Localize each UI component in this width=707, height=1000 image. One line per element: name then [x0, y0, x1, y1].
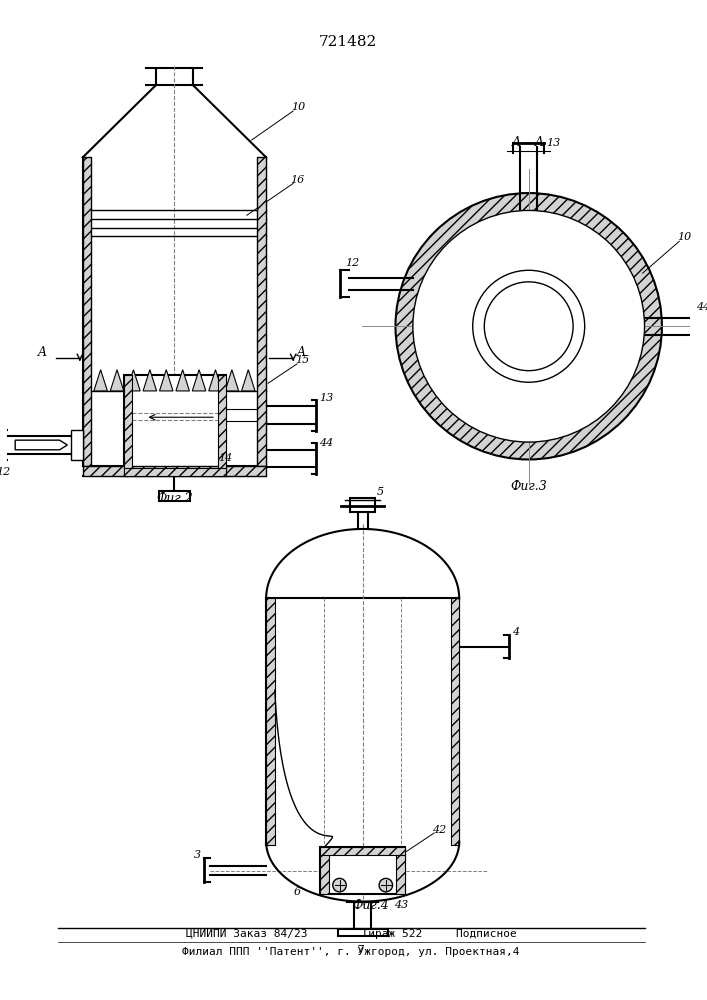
Bar	[257, 157, 266, 466]
Text: 12: 12	[345, 258, 360, 268]
Text: 4: 4	[513, 627, 520, 637]
Text: А – А: А – А	[512, 136, 545, 149]
Text: Фиг.3: Фиг.3	[510, 480, 547, 493]
Bar	[124, 468, 226, 476]
Circle shape	[333, 878, 346, 892]
Polygon shape	[15, 440, 67, 450]
Bar	[350, 498, 375, 512]
Bar	[266, 598, 275, 845]
Text: 721482: 721482	[319, 35, 378, 49]
Polygon shape	[160, 370, 173, 391]
Text: 16: 16	[291, 175, 305, 185]
Text: Фиг.2: Фиг.2	[156, 492, 193, 505]
Text: A: A	[297, 346, 306, 359]
Circle shape	[395, 193, 662, 459]
Text: 3: 3	[194, 850, 201, 860]
Text: 13: 13	[546, 138, 561, 148]
Polygon shape	[176, 370, 189, 391]
Text: 44: 44	[696, 302, 707, 312]
Polygon shape	[225, 370, 239, 391]
Polygon shape	[110, 370, 124, 391]
Polygon shape	[94, 370, 107, 391]
Bar	[450, 598, 460, 845]
Bar	[71, 430, 83, 460]
Text: 6: 6	[293, 887, 300, 897]
Text: 13: 13	[320, 393, 334, 403]
Text: 7: 7	[356, 945, 363, 955]
Polygon shape	[242, 370, 255, 391]
Circle shape	[413, 210, 645, 442]
Bar	[124, 375, 132, 476]
Text: 10: 10	[291, 102, 305, 112]
Polygon shape	[143, 370, 157, 391]
Bar	[218, 375, 226, 476]
Bar	[337, 929, 387, 936]
Text: 15: 15	[295, 355, 310, 365]
Text: A: A	[37, 346, 47, 359]
Text: 10: 10	[677, 232, 691, 242]
Text: 5: 5	[377, 487, 385, 497]
Text: 42: 42	[432, 825, 446, 835]
Text: Фиг.4: Фиг.4	[352, 899, 389, 912]
Circle shape	[379, 878, 392, 892]
Text: 43: 43	[394, 900, 408, 910]
Bar	[83, 157, 91, 466]
Text: ЦНИИПИ Заказ 84/23        Тираж 522     Подписное: ЦНИИПИ Заказ 84/23 Тираж 522 Подписное	[186, 929, 517, 939]
Text: 12: 12	[0, 467, 10, 477]
Polygon shape	[127, 370, 140, 391]
Text: Филиал ППП ''Патент'', г. Ужгород, ул. Проектная,4: Филиал ППП ''Патент'', г. Ужгород, ул. П…	[182, 947, 520, 957]
Bar	[83, 466, 266, 476]
Polygon shape	[192, 370, 206, 391]
Bar	[159, 491, 190, 501]
Polygon shape	[209, 370, 222, 391]
Bar	[397, 847, 405, 894]
Text: 44: 44	[320, 438, 334, 448]
Text: 14: 14	[218, 453, 232, 463]
Bar	[320, 847, 329, 894]
Bar	[124, 375, 226, 476]
Bar	[320, 847, 405, 855]
Bar	[320, 847, 405, 894]
